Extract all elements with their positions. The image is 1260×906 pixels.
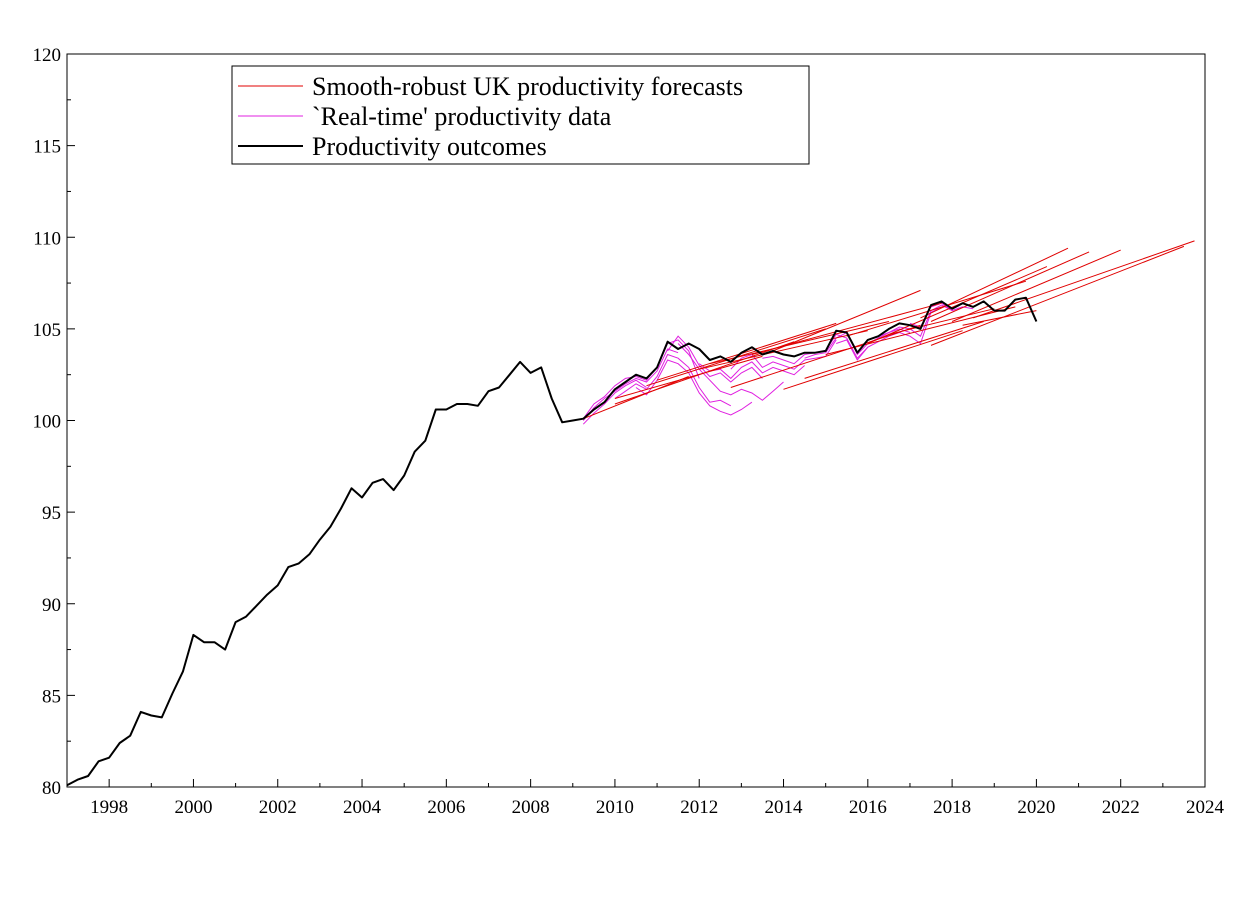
- x-tick-label: 2010: [596, 797, 634, 818]
- legend-label-forecasts: Smooth-robust UK productivity forecasts: [312, 72, 743, 101]
- y-tick-label: 110: [33, 228, 61, 249]
- forecast-line: [699, 330, 868, 370]
- axis-ticks: 80 85 90 95 100 105 110 115 120 1998 2000 2002 2004 2…: [33, 45, 1225, 818]
- forecast-line: [656, 322, 837, 381]
- outcome-series-group: [66, 296, 1038, 787]
- realtime-vintage-line: [582, 348, 679, 421]
- outcomes-line: [66, 296, 1038, 787]
- realtime-vintage-line: [677, 343, 784, 401]
- y-tick-label: 115: [33, 137, 61, 158]
- realtime-vintage-line: [836, 306, 942, 361]
- x-tick-label: 2024: [1186, 797, 1225, 818]
- x-tick-label: 2000: [174, 797, 212, 818]
- realtime-vintage-line: [667, 335, 763, 383]
- forecast-line: [930, 245, 1185, 346]
- y-tick-label: 85: [42, 686, 61, 707]
- x-tick-label: 2002: [259, 797, 297, 818]
- x-tick-label: 2020: [1017, 797, 1055, 818]
- realtime-vintage-line: [582, 339, 700, 419]
- x-tick-label: 2012: [680, 797, 718, 818]
- x-tick-label: 2016: [849, 797, 887, 818]
- x-tick-label: 2022: [1102, 797, 1140, 818]
- forecast-line: [973, 240, 1195, 319]
- legend-label-realtime: `Real-time' productivity data: [312, 102, 612, 131]
- legend-label-outcomes: Productivity outcomes: [312, 132, 547, 161]
- y-tick-label: 105: [33, 320, 62, 341]
- forecast-line: [783, 330, 963, 390]
- forecast-line: [930, 251, 1090, 322]
- forecast-line: [951, 249, 1121, 322]
- x-tick-label: 2004: [343, 797, 382, 818]
- legend-box: [231, 65, 810, 165]
- y-tick-label: 90: [42, 595, 61, 616]
- realtime-vintage-line: [582, 379, 647, 425]
- forecast-line: [751, 302, 942, 355]
- x-tick-label: 2018: [933, 797, 971, 818]
- forecast-series-group: [583, 240, 1195, 420]
- realtime-series-group: [582, 302, 974, 425]
- y-tick-label: 100: [33, 412, 62, 433]
- x-tick-label: 2008: [512, 797, 550, 818]
- forecast-line: [709, 321, 890, 365]
- forecast-line: [962, 310, 1037, 326]
- realtime-vintage-line: [614, 353, 732, 407]
- x-tick-label: 2006: [427, 797, 465, 818]
- forecast-line: [846, 280, 1027, 337]
- forecast-line: [583, 376, 689, 420]
- forecast-line: [772, 289, 921, 352]
- realtime-vintage-line: [804, 328, 911, 359]
- forecast-line: [730, 324, 921, 388]
- y-tick-label: 120: [33, 45, 62, 66]
- forecast-line: [614, 341, 795, 405]
- forecast-line: [804, 321, 984, 379]
- forecast-line: [614, 355, 763, 399]
- y-tick-label: 95: [42, 503, 61, 524]
- x-tick-label: 2014: [765, 797, 804, 818]
- legend: Smooth-robust UK productivity forecasts …: [231, 65, 810, 165]
- forecast-line: [920, 247, 1069, 319]
- realtime-vintage-line: [730, 339, 837, 370]
- y-tick-label: 80: [42, 778, 61, 799]
- x-tick-label: 1998: [90, 797, 128, 818]
- forecast-line: [825, 306, 1016, 355]
- forecast-line: [888, 308, 995, 335]
